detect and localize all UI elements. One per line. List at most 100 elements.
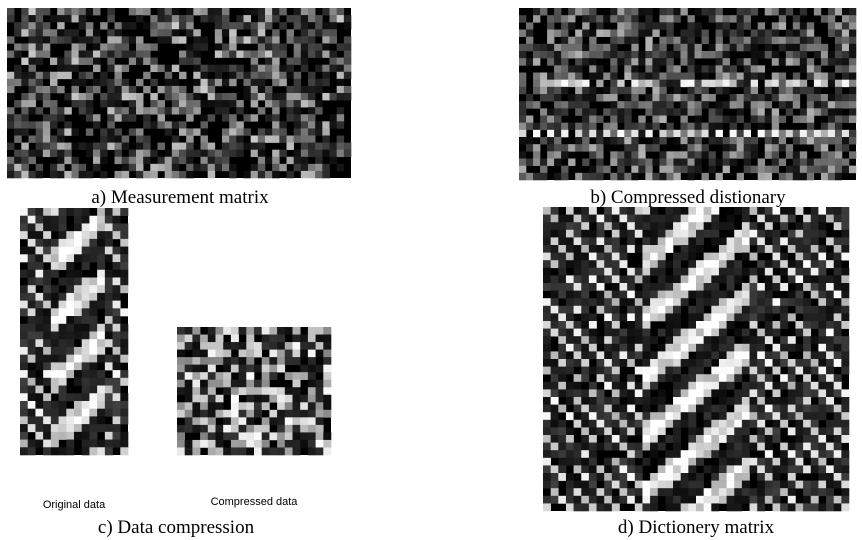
- pixel: [100, 93, 107, 100]
- pixel: [28, 339, 36, 347]
- pixel: [624, 30, 631, 37]
- pixel: [215, 93, 222, 100]
- pixel: [841, 351, 849, 359]
- pixel: [43, 121, 50, 128]
- pixel: [107, 93, 114, 100]
- pixel: [105, 277, 113, 285]
- pixel: [751, 80, 758, 87]
- pixel: [650, 260, 658, 268]
- pixel: [277, 410, 285, 418]
- pixel: [603, 73, 610, 80]
- pixel: [821, 166, 828, 173]
- pixel: [757, 435, 765, 443]
- pixel: [208, 365, 216, 373]
- pixel: [627, 336, 635, 344]
- pixel: [43, 362, 51, 370]
- pixel: [737, 108, 744, 115]
- pixel: [558, 389, 566, 397]
- pixel: [122, 164, 129, 171]
- pixel: [231, 447, 239, 455]
- pixel: [702, 87, 709, 94]
- pixel: [834, 237, 842, 245]
- pixel: [750, 465, 758, 473]
- pixel: [627, 321, 635, 329]
- pixel: [21, 29, 28, 36]
- pixel: [716, 159, 723, 166]
- pixel: [757, 427, 765, 435]
- pixel: [673, 268, 681, 276]
- pixel: [612, 313, 620, 321]
- pixel: [97, 393, 105, 401]
- pixel: [551, 473, 559, 481]
- pixel: [620, 215, 628, 223]
- pixel: [254, 342, 262, 350]
- pixel: [842, 15, 849, 22]
- pixel: [322, 43, 329, 50]
- pixel: [308, 350, 316, 358]
- pixel: [323, 447, 331, 455]
- pixel: [100, 51, 107, 58]
- pixel: [581, 245, 589, 253]
- pixel: [43, 339, 51, 347]
- pixel: [51, 239, 59, 247]
- pixel: [617, 22, 624, 29]
- pixel: [287, 58, 294, 65]
- pixel: [66, 432, 74, 440]
- pixel: [773, 344, 781, 352]
- pixel: [589, 298, 597, 306]
- pixel: [258, 29, 265, 36]
- pixel: [734, 496, 742, 504]
- pixel: [645, 173, 652, 180]
- pixel: [223, 380, 231, 388]
- pixel: [704, 344, 712, 352]
- pixel: [704, 450, 712, 458]
- pixel: [658, 351, 666, 359]
- pixel: [734, 450, 742, 458]
- pixel: [193, 86, 200, 93]
- pixel: [751, 37, 758, 44]
- pixel: [72, 43, 79, 50]
- pixel: [43, 347, 51, 355]
- pixel: [652, 101, 659, 108]
- pixel: [177, 342, 185, 350]
- pixel: [734, 268, 742, 276]
- pixel: [558, 253, 566, 261]
- pixel: [631, 101, 638, 108]
- pixel: [665, 283, 673, 291]
- pixel: [673, 130, 680, 137]
- pixel: [716, 101, 723, 108]
- pixel: [849, 166, 856, 173]
- pixel: [35, 316, 43, 324]
- pixel: [800, 130, 807, 137]
- pixel: [835, 94, 842, 101]
- pixel: [120, 378, 128, 386]
- pixel: [773, 458, 781, 466]
- pixel: [526, 159, 533, 166]
- pixel: [57, 36, 64, 43]
- pixel: [540, 80, 547, 87]
- pixel: [222, 107, 229, 114]
- pixel: [696, 367, 704, 375]
- pixel: [834, 389, 842, 397]
- pixel: [786, 166, 793, 173]
- pixel: [826, 359, 834, 367]
- pixel: [554, 73, 561, 80]
- pixel: [97, 370, 105, 378]
- pixel: [35, 386, 43, 394]
- pixel: [779, 159, 786, 166]
- pixel: [750, 488, 758, 496]
- pixel: [666, 173, 673, 180]
- pixel: [612, 412, 620, 420]
- pixel: [624, 159, 631, 166]
- pixel: [834, 336, 842, 344]
- pixel: [604, 397, 612, 405]
- pixel: [51, 432, 59, 440]
- pixel: [74, 277, 82, 285]
- pixel: [734, 488, 742, 496]
- pixel: [581, 473, 589, 481]
- pixel: [681, 336, 689, 344]
- pixel: [612, 382, 620, 390]
- pixel: [612, 321, 620, 329]
- pixel: [551, 367, 559, 375]
- pixel: [780, 253, 788, 261]
